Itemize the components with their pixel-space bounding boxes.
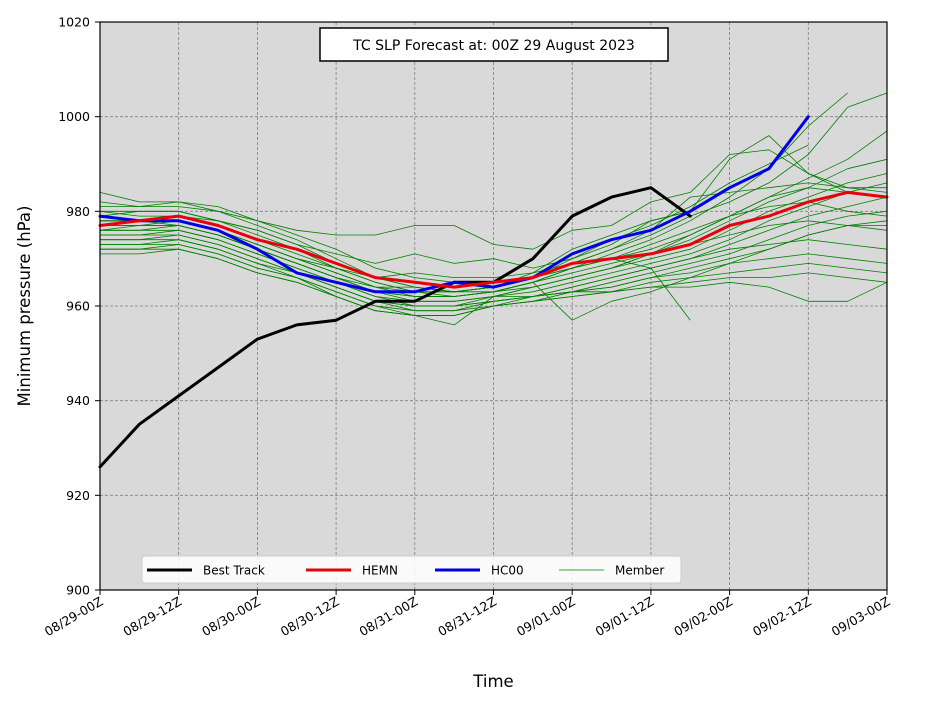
legend-items: Best Track HEMN HC00 Member: [147, 564, 664, 578]
legend-label: HC00: [491, 564, 524, 578]
y-tick-label: 920: [66, 488, 90, 503]
member-line: [100, 135, 888, 269]
chart-title-box: TC SLP Forecast at: 00Z 29 August 2023: [319, 27, 669, 62]
y-tick-label: 980: [66, 204, 90, 219]
y-tick-label: 960: [66, 299, 90, 314]
legend: Best Track HEMN HC00 Member: [141, 555, 682, 584]
legend-label: Member: [615, 564, 664, 578]
main-series-lines: [98, 115, 889, 469]
y-tick-label: 940: [66, 393, 90, 408]
hemn-line: [98, 190, 889, 289]
title-frame: [319, 27, 669, 62]
chart-title: TC SLP Forecast at: 00Z 29 August 2023: [352, 38, 635, 54]
member-line: [99, 225, 887, 321]
legend-frame: [141, 555, 682, 584]
member-line: [100, 220, 888, 302]
y-axis-label: Minimum pressure (hPa): [15, 206, 34, 407]
x-axis-label: Time: [472, 672, 513, 691]
hc00-line: [98, 115, 810, 294]
member-line: [100, 248, 888, 316]
y-tick-label: 1020: [58, 15, 90, 30]
best-track-line: [98, 186, 692, 469]
member-line: [100, 149, 888, 250]
legend-label: HEMN: [362, 564, 398, 578]
legend-label: Best Track: [203, 564, 265, 578]
y-tick-label: 1000: [58, 109, 90, 124]
member-lines: [99, 92, 888, 326]
y-tick-label: 900: [66, 583, 90, 598]
member-line: [100, 239, 888, 307]
